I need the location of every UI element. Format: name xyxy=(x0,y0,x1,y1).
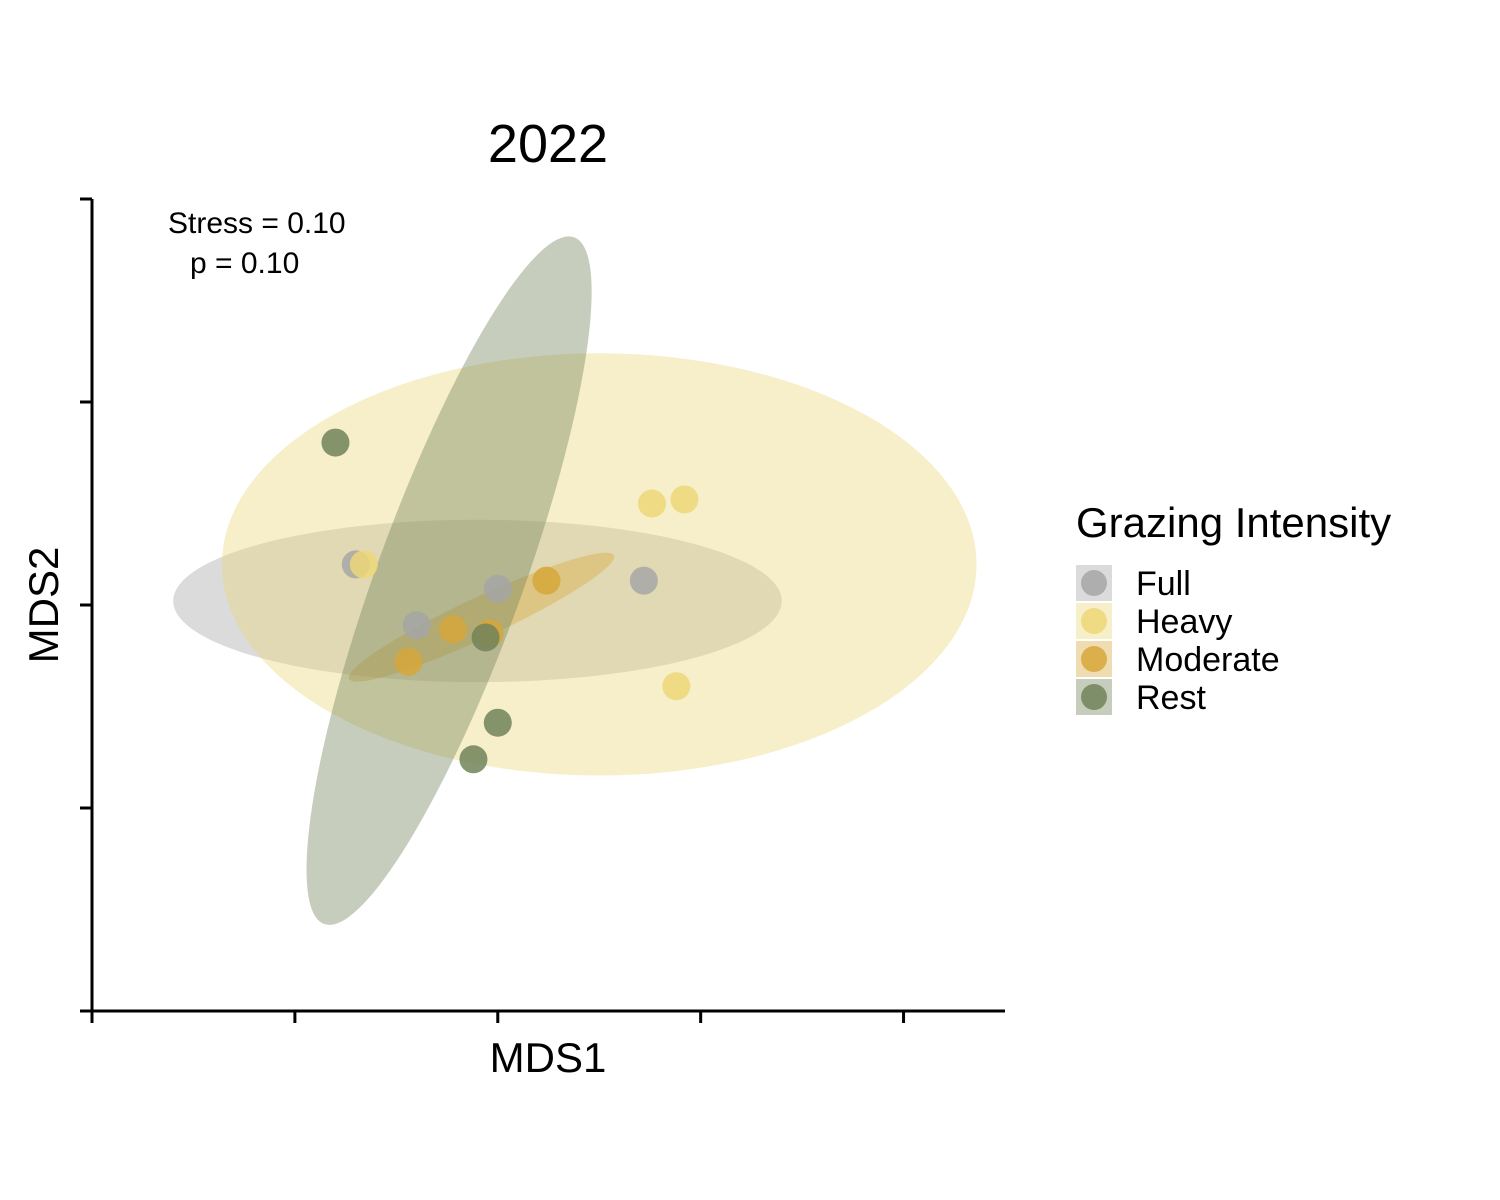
point-moderate-1 xyxy=(439,615,468,644)
stress-annotation: Stress = 0.10 xyxy=(168,207,346,240)
point-rest-1 xyxy=(321,428,350,457)
ellipse-rest xyxy=(306,236,592,925)
point-rest-2 xyxy=(483,708,512,737)
legend-label-full: Full xyxy=(1136,565,1191,603)
point-full-3 xyxy=(483,574,512,603)
ellipse-layer xyxy=(173,236,977,925)
point-layer xyxy=(321,428,699,774)
x-axis-label: MDS1 xyxy=(490,1034,607,1081)
legend-key-heavy xyxy=(1081,608,1107,634)
p-value-annotation: p = 0.10 xyxy=(190,247,299,280)
point-full-2 xyxy=(402,611,431,640)
point-moderate-3 xyxy=(532,566,561,595)
legend-label-moderate: Moderate xyxy=(1136,641,1280,679)
point-moderate-2 xyxy=(394,647,423,676)
legend-label-heavy: Heavy xyxy=(1136,603,1232,641)
legend-key-full xyxy=(1081,570,1107,596)
legend-label-rest: Rest xyxy=(1136,679,1206,717)
point-rest-3 xyxy=(459,745,488,774)
axes xyxy=(80,197,1005,1023)
y-axis-label: MDS2 xyxy=(20,547,67,664)
point-rest-4 xyxy=(471,623,500,652)
point-heavy-1 xyxy=(349,550,378,579)
point-heavy-3 xyxy=(670,485,699,514)
point-heavy-2 xyxy=(637,489,666,518)
legend-key-moderate xyxy=(1081,646,1107,672)
chart-title: 2022 xyxy=(488,114,608,174)
legend-title: Grazing Intensity xyxy=(1076,499,1391,546)
point-heavy-4 xyxy=(662,672,691,701)
legend-key-rest xyxy=(1081,684,1107,710)
ellipse-full xyxy=(173,519,782,683)
point-full-4 xyxy=(629,566,658,595)
